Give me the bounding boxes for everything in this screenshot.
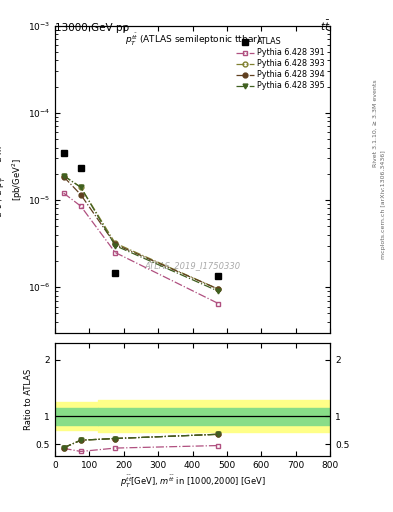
Pythia 6.428 391 [113, 249, 118, 255]
Line: Pythia 6.428 393: Pythia 6.428 393 [61, 173, 221, 291]
ATLAS [79, 165, 83, 172]
ATLAS [216, 273, 221, 279]
Legend: ATLAS, Pythia 6.428 391, Pythia 6.428 393, Pythia 6.428 394, Pythia 6.428 395: ATLAS, Pythia 6.428 391, Pythia 6.428 39… [234, 36, 326, 92]
Line: ATLAS: ATLAS [61, 150, 222, 279]
Pythia 6.428 391 [216, 301, 221, 307]
Pythia 6.428 393 [79, 184, 83, 190]
X-axis label: $p_T^{\bar{t}\bar{t}}$[GeV], $m^{\bar{t}\bar{t}}$ in [1000,2000] [GeV]: $p_T^{\bar{t}\bar{t}}$[GeV], $m^{\bar{t}… [119, 474, 266, 490]
Text: mcplots.cern.ch [arXiv:1306.3436]: mcplots.cern.ch [arXiv:1306.3436] [381, 151, 386, 259]
Text: $t\bar{t}$: $t\bar{t}$ [320, 19, 330, 33]
Pythia 6.428 394 [113, 241, 118, 247]
Pythia 6.428 393 [216, 286, 221, 292]
Pythia 6.428 394 [79, 191, 83, 198]
Pythia 6.428 395 [79, 184, 83, 190]
Y-axis label: d$^2\sigma$ / d p$_T^{t,had}$ d m$^{t\bar{t}}$
[pb/GeV$^2$]: d$^2\sigma$ / d p$_T^{t,had}$ d m$^{t\ba… [0, 140, 25, 219]
Text: 13000 GeV pp: 13000 GeV pp [55, 23, 129, 33]
ATLAS [61, 150, 66, 156]
Pythia 6.428 395 [61, 173, 66, 179]
Pythia 6.428 394 [216, 286, 221, 292]
Text: Rivet 3.1.10, ≥ 3.3M events: Rivet 3.1.10, ≥ 3.3M events [373, 79, 378, 167]
Pythia 6.428 395 [113, 243, 118, 249]
Y-axis label: Ratio to ATLAS: Ratio to ATLAS [24, 369, 33, 430]
ATLAS [113, 270, 118, 276]
Pythia 6.428 395 [216, 288, 221, 294]
Pythia 6.428 393 [113, 240, 118, 246]
Text: $p_T^{t\bar{t}}$ (ATLAS semileptonic ttbar): $p_T^{t\bar{t}}$ (ATLAS semileptonic ttb… [125, 32, 261, 48]
Line: Pythia 6.428 391: Pythia 6.428 391 [61, 190, 221, 306]
Pythia 6.428 393 [61, 173, 66, 179]
Pythia 6.428 391 [61, 190, 66, 196]
Line: Pythia 6.428 395: Pythia 6.428 395 [61, 173, 221, 293]
Pythia 6.428 394 [61, 174, 66, 180]
Text: ATLAS_2019_I1750330: ATLAS_2019_I1750330 [145, 261, 241, 270]
Pythia 6.428 391 [79, 203, 83, 209]
Line: Pythia 6.428 394: Pythia 6.428 394 [61, 174, 221, 291]
